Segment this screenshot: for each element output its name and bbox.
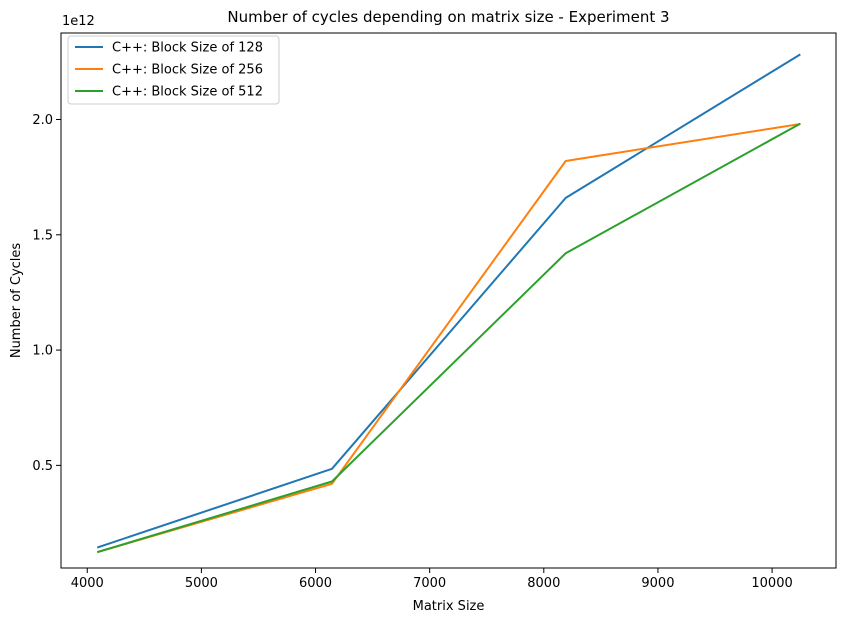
legend: C++: Block Size of 128 C++: Block Size of…: [67, 35, 280, 105]
y-tick-label: 1.5: [32, 228, 53, 243]
x-axis-label: Matrix Size: [413, 599, 485, 614]
x-tick-label: 4000: [71, 576, 104, 591]
x-tick-label: 7000: [413, 576, 446, 591]
series-line-3: [96, 122, 801, 554]
series-line-2: [96, 122, 801, 554]
series-layer: [96, 53, 801, 554]
axes-layer: 4000 5000 6000 7000 8000 9000 10000 0.5 1.0 1.5 2.…: [32, 32, 837, 591]
legend-label-1: C++: Block Size of 128: [112, 41, 263, 56]
legend-label-3: C++: Block Size of 512: [112, 85, 263, 100]
chart-title: Number of cycles depending on matrix siz…: [227, 8, 669, 26]
x-tick-label: 10000: [751, 576, 792, 591]
legend-label-2: C++: Block Size of 256: [112, 63, 263, 78]
x-tick-label: 6000: [299, 576, 332, 591]
y-offset-label: 1e12: [62, 14, 95, 29]
y-tick-label: 0.5: [32, 459, 53, 474]
legend-box: [67, 35, 280, 105]
y-tick-label: 1.0: [32, 344, 53, 359]
x-tick-label: 9000: [641, 576, 674, 591]
y-axis-label: Number of Cycles: [9, 243, 24, 359]
series-line-1: [96, 53, 801, 549]
x-tick-label: 8000: [527, 576, 560, 591]
plot-frame: [60, 32, 837, 569]
x-tick-label: 5000: [185, 576, 218, 591]
y-tick-label: 2.0: [32, 113, 53, 128]
